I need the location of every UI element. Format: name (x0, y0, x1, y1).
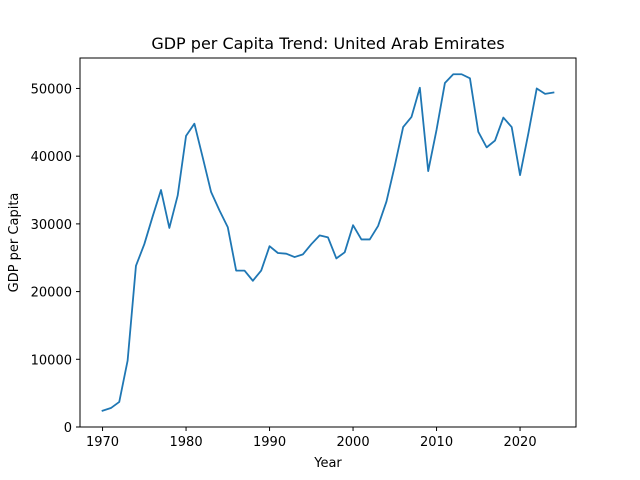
x-tick-label: 2000 (337, 435, 370, 450)
y-tick-label: 30000 (31, 218, 72, 233)
x-axis-ticks: 1970 1980 1990 2000 2010 2020 (86, 427, 537, 450)
x-tick-label: 1980 (170, 435, 203, 450)
x-tick-label: 1990 (253, 435, 286, 450)
y-tick-label: 50000 (31, 82, 72, 97)
y-tick-label: 20000 (31, 286, 72, 301)
y-tick-label: 0 (64, 421, 72, 436)
axes-frame (79, 57, 577, 428)
x-axis-label: Year (313, 456, 342, 471)
x-tick-label: 1970 (86, 435, 119, 450)
x-tick-label: 2020 (504, 435, 537, 450)
x-tick-label: 2010 (420, 435, 453, 450)
y-axis-ticks: 0 10000 20000 30000 40000 50000 (31, 82, 80, 436)
plot-area (79, 57, 577, 428)
y-tick-label: 10000 (31, 353, 72, 368)
chart-title: GDP per Capita Trend: United Arab Emirat… (151, 34, 504, 53)
y-axis-label: GDP per Capita (7, 193, 22, 293)
y-tick-label: 40000 (31, 150, 72, 165)
series-line-gdp-per-capita (101, 73, 555, 412)
